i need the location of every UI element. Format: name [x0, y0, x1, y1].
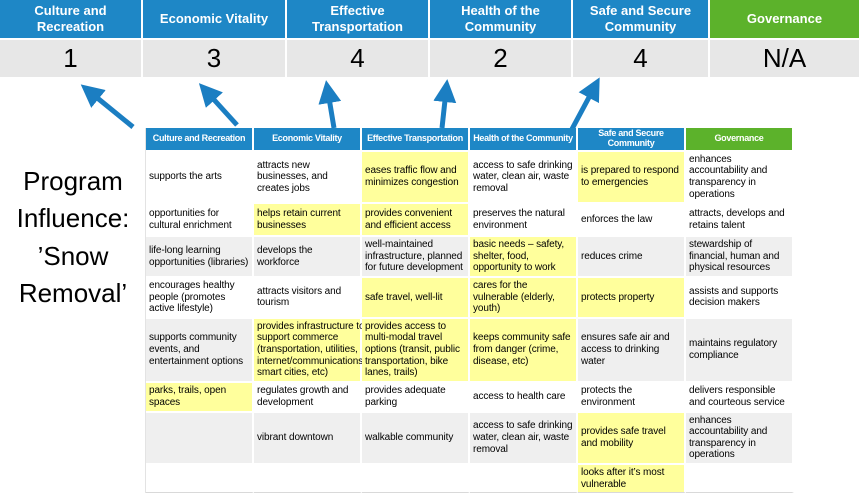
score-value-effective-transportation: 4 — [287, 40, 430, 77]
matrix-header-governance: Governance — [686, 128, 794, 152]
score-value-governance: N/A — [710, 40, 859, 77]
matrix-cell: access to safe drinking water, clean air… — [470, 151, 578, 205]
matrix-header-culture-and-recreation: Culture and Recreation — [146, 128, 254, 152]
title-line: Removal’ — [18, 278, 128, 309]
matrix-cell: provides infrastructure to support comme… — [254, 318, 366, 383]
scoreboard-header-culture-and-recreation: Culture and Recreation — [0, 0, 143, 38]
scoreboard-header-health-of-the-community: Health of the Community — [430, 0, 573, 38]
up-arrow-icon — [433, 79, 457, 129]
program-influence-title: Program Influence: ’Snow Removal’ — [0, 163, 146, 313]
matrix-cell: provides safe travel and mobility — [578, 412, 686, 466]
matrix-cell: protects property — [578, 277, 686, 319]
scoreboard-header-governance: Governance — [710, 0, 859, 38]
matrix-cell: enhances accountability and transparency… — [686, 412, 794, 466]
table-row: looks after it’s most vulnerable — [146, 465, 796, 493]
matrix-cell: basic needs – safety, shelter, food, opp… — [470, 237, 578, 278]
scoreboard-header-safe-and-secure-community: Safe and Secure Community — [573, 0, 710, 38]
matrix-cell: keeps community safe from danger (crime,… — [470, 318, 578, 383]
matrix-cell: well-maintained infrastructure, planned … — [362, 237, 470, 278]
influence-arrows — [80, 77, 600, 130]
table-row: opportunities for cultural enrichment hel… — [146, 204, 796, 238]
score-value-culture-and-recreation: 1 — [0, 40, 143, 77]
scoreboard-score-row: 1 3 4 2 4 N/A — [0, 38, 859, 77]
matrix-cell: maintains regulatory compliance — [686, 318, 794, 383]
table-row: supports the arts attracts new businesses… — [146, 151, 796, 205]
matrix-cell: supports community events, and entertain… — [146, 318, 254, 383]
matrix-cell: ensures safe air and access to drinking … — [578, 318, 686, 383]
scoreboard-header-row: Culture and Recreation Economic Vitality E… — [0, 0, 859, 38]
matrix-cell: is prepared to respond to emergencies — [578, 151, 686, 205]
matrix-cell: assists and supports decision makers — [686, 277, 794, 319]
matrix-cell — [146, 412, 254, 466]
matrix-body: supports the arts attracts new businesses… — [146, 151, 796, 493]
matrix-cell: regulates growth and development — [254, 382, 362, 413]
scoreboard-header-effective-transportation: Effective Transportation — [287, 0, 430, 38]
matrix-cell: safe travel, well-lit — [362, 277, 470, 319]
matrix-cell — [470, 465, 578, 493]
score-value-safe-and-secure-community: 4 — [573, 40, 710, 77]
matrix-cell: provides adequate parking — [362, 382, 470, 413]
up-arrow-icon — [80, 84, 135, 129]
table-row: life-long learning opportunities (librar… — [146, 237, 796, 278]
matrix-cell: attracts, develops and retains talent — [686, 204, 794, 238]
score-value-economic-vitality: 3 — [143, 40, 287, 77]
score-value-health-of-the-community: 2 — [430, 40, 573, 77]
matrix-header-health-of-the-community: Health of the Community — [470, 128, 578, 152]
matrix-cell: access to health care — [470, 382, 578, 413]
matrix-cell: protects the environment — [578, 382, 686, 413]
matrix-cell: enhances accountability and transparency… — [686, 151, 794, 205]
matrix-header-safe-and-secure-community: Safe and Secure Community — [578, 128, 686, 152]
matrix-cell: eases traffic flow and minimizes congest… — [362, 151, 470, 205]
matrix-cell: preserves the natural environment — [470, 204, 578, 238]
matrix-cell: looks after it’s most vulnerable — [578, 465, 686, 493]
up-arrow-icon — [318, 80, 342, 129]
matrix-cell: access to safe drinking water, clean air… — [470, 412, 578, 466]
table-row: vibrant downtown walkable community access… — [146, 412, 796, 466]
matrix-cell — [686, 465, 794, 493]
title-line: ’Snow — [37, 240, 109, 271]
matrix-cell: parks, trails, open spaces — [146, 382, 254, 413]
table-row: supports community events, and entertain… — [146, 318, 796, 383]
matrix-cell: delivers responsible and courteous servi… — [686, 382, 794, 413]
matrix-cell: enforces the law — [578, 204, 686, 238]
matrix-cell — [254, 465, 362, 493]
title-line: Program — [23, 166, 123, 196]
matrix-cell — [146, 465, 254, 493]
scoreboard-header-economic-vitality: Economic Vitality — [143, 0, 287, 38]
influence-matrix-table: Culture and Recreation Economic Vitality E… — [145, 128, 796, 493]
title-line: Influence: — [16, 203, 130, 234]
matrix-cell: cares for the vulnerable (elderly, youth… — [470, 277, 578, 319]
priority-scoreboard: Culture and Recreation Economic Vitality E… — [0, 0, 859, 77]
up-arrow-icon — [569, 77, 600, 130]
matrix-cell: develops the workforce — [254, 237, 362, 278]
up-arrow-icon — [198, 83, 239, 127]
matrix-header-economic-vitality: Economic Vitality — [254, 128, 362, 152]
matrix-cell: provides access to multi-modal travel op… — [362, 318, 470, 383]
matrix-cell: supports the arts — [146, 151, 254, 205]
matrix-cell: encourages healthy people (promotes acti… — [146, 277, 254, 319]
matrix-cell: attracts visitors and tourism — [254, 277, 362, 319]
matrix-cell: life-long learning opportunities (librar… — [146, 237, 254, 278]
matrix-cell: reduces crime — [578, 237, 686, 278]
matrix-cell: walkable community — [362, 412, 470, 466]
matrix-cell: stewardship of financial, human and phys… — [686, 237, 794, 278]
matrix-header-row: Culture and Recreation Economic Vitality E… — [146, 128, 796, 152]
matrix-cell: vibrant downtown — [254, 412, 362, 466]
matrix-cell: attracts new businesses, and creates job… — [254, 151, 362, 205]
matrix-cell: provides convenient and efficient access — [362, 204, 470, 238]
matrix-cell: helps retain current businesses — [254, 204, 362, 238]
matrix-cell: opportunities for cultural enrichment — [146, 204, 254, 238]
table-row: encourages healthy people (promotes acti… — [146, 277, 796, 319]
matrix-cell — [362, 465, 470, 493]
matrix-header-effective-transportation: Effective Transportation — [362, 128, 470, 152]
table-row: parks, trails, open spaces regulates grow… — [146, 382, 796, 413]
